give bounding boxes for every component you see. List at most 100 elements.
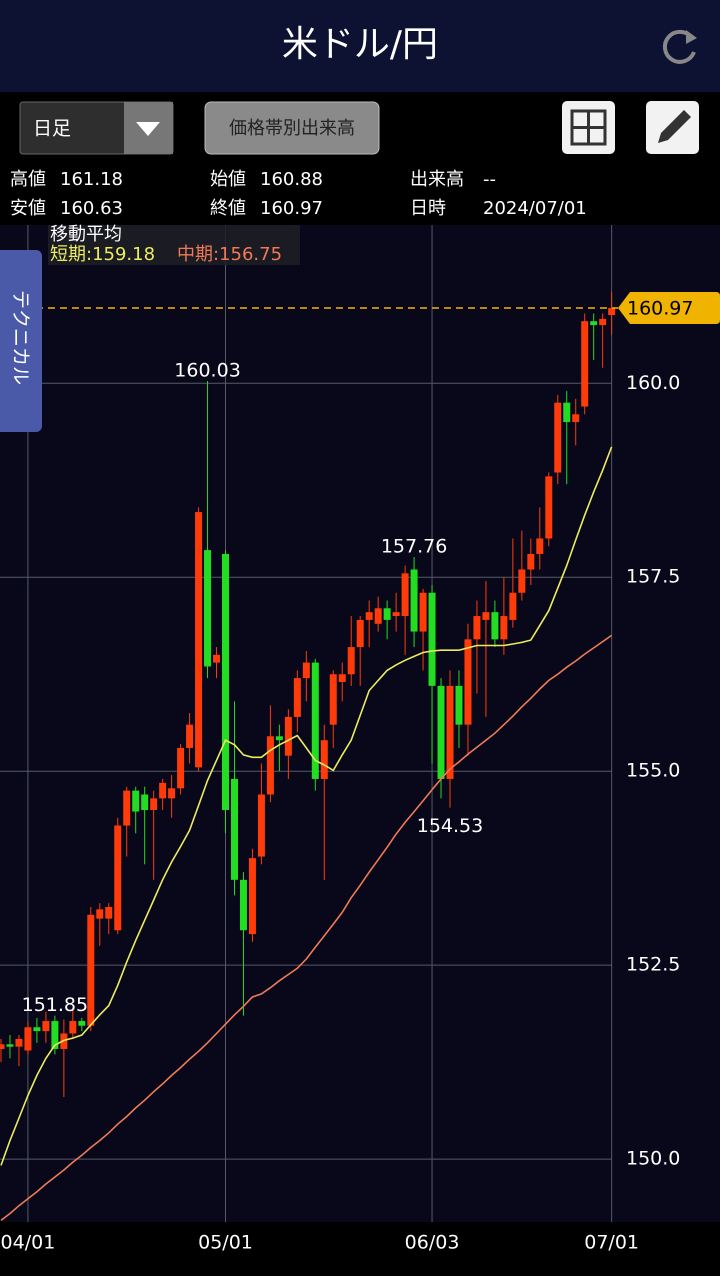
candle-body <box>266 736 274 795</box>
side-tab[interactable]: テクニカル <box>0 250 42 432</box>
candle-body <box>284 716 292 756</box>
candle-body <box>33 1027 41 1032</box>
header-bar <box>0 0 720 92</box>
candle-body <box>230 778 238 880</box>
info-value: 160.88 <box>260 169 323 190</box>
y-tick-label: 160.0 <box>626 372 680 394</box>
info-panel: 高値 161.18 始値 160.88 出来高 -- 安値 160.63 終値 160.97 日時 2… <box>10 169 587 219</box>
candle-body <box>195 512 203 768</box>
candle-body <box>518 569 526 593</box>
period-label: 日足 <box>33 118 71 140</box>
candle-body <box>419 592 427 632</box>
layout-icon[interactable] <box>562 101 615 154</box>
candle-body <box>302 662 310 679</box>
y-tick-label: 150.0 <box>626 1148 680 1170</box>
info-label: 日時 <box>410 198 446 219</box>
candle-body <box>168 788 176 799</box>
info-label: 出来高 <box>410 169 464 190</box>
y-tick-label: 157.5 <box>626 566 680 588</box>
candle-body <box>150 798 158 811</box>
legend-title: 移動平均 <box>50 224 122 245</box>
candle-body <box>338 674 346 682</box>
info-value: 2024/07/01 <box>483 198 587 219</box>
candle-body <box>257 794 265 857</box>
period-dropdown[interactable] <box>19 101 174 155</box>
candle-body <box>446 685 454 779</box>
candle-body <box>500 616 508 640</box>
candle-body <box>320 740 328 779</box>
candle-body <box>455 685 463 725</box>
price-annotation: 154.53 <box>417 815 483 837</box>
candle-body <box>123 790 131 826</box>
candle-body <box>6 1044 14 1047</box>
info-value: -- <box>483 169 496 190</box>
last-price-tag <box>618 292 720 325</box>
candle-body <box>464 639 472 725</box>
ma-line <box>0 634 613 1222</box>
candle-body <box>114 825 122 931</box>
legend-entry: 中期:156.75 <box>177 244 282 265</box>
candle-body <box>78 1021 86 1026</box>
candle-body <box>69 1021 77 1034</box>
info-label: 終値 <box>210 198 246 219</box>
x-tick-label: 06/03 <box>405 1232 460 1254</box>
refresh-icon[interactable] <box>662 29 697 64</box>
price-annotation: 151.85 <box>22 994 88 1016</box>
candle-body <box>410 569 418 632</box>
y-tick-label: 155.0 <box>626 760 680 782</box>
x-tick-label: 05/01 <box>198 1232 253 1254</box>
info-label: 高値 <box>10 169 46 190</box>
candle-body <box>15 1038 23 1047</box>
candle-body <box>42 1021 50 1032</box>
candle-body <box>177 747 185 789</box>
x-tick-label: 07/01 <box>584 1232 639 1254</box>
candle-body <box>248 858 256 935</box>
ma-line <box>0 446 613 1166</box>
legend-entry: 短期:159.18 <box>50 244 155 265</box>
candle-body <box>590 321 598 326</box>
candle-body <box>401 573 409 617</box>
candle-body <box>581 321 589 407</box>
info-value: 160.97 <box>260 198 323 219</box>
candle-body <box>186 724 194 748</box>
candle-body <box>222 553 229 811</box>
chart: 150.0 152.5 155.0 157.5 160.0 04/01 05/01 06/03… <box>0 224 720 1254</box>
candle-body <box>24 1027 32 1051</box>
candle-body <box>311 662 319 779</box>
candle-body <box>141 794 149 811</box>
price-annotation: 160.03 <box>174 359 240 381</box>
candle-body <box>51 1021 59 1049</box>
candle-body <box>428 592 436 686</box>
volume-button-label: 価格帯別出来高 <box>229 118 355 139</box>
header-title: 米ドル/円 <box>282 24 438 65</box>
legend-box <box>48 225 300 265</box>
candle-body <box>329 674 337 725</box>
candle-body <box>545 476 553 539</box>
candle-body <box>563 402 571 423</box>
candle-body <box>356 619 364 648</box>
candle-body <box>383 608 391 620</box>
candle-body <box>365 612 373 620</box>
candle-body <box>213 654 221 663</box>
candle-body <box>509 592 517 620</box>
side-tab-label: テクニカル <box>10 290 32 385</box>
candle-body <box>105 906 113 919</box>
candle-body <box>491 612 499 640</box>
candle-body <box>347 647 355 675</box>
candle-body <box>204 550 212 667</box>
edit-icon[interactable] <box>646 101 699 154</box>
candle-body <box>392 612 400 617</box>
price-annotation: 157.76 <box>381 536 447 558</box>
candle-body <box>293 678 301 717</box>
candle-body <box>473 616 481 640</box>
candle-body <box>132 790 140 812</box>
candle-body <box>536 538 544 554</box>
candle-body <box>159 782 167 799</box>
info-label: 安値 <box>10 198 46 219</box>
x-tick-label: 04/01 <box>1 1232 56 1254</box>
candle-body <box>87 914 95 1026</box>
info-label: 始値 <box>210 169 246 190</box>
volume-button[interactable] <box>204 101 380 155</box>
candle-body <box>599 318 607 326</box>
